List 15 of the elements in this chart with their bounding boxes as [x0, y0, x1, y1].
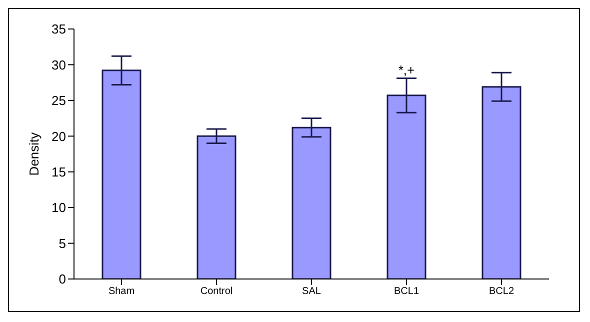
- y-axis-title: Density: [26, 132, 42, 176]
- x-tick-label: SAL: [302, 286, 322, 298]
- y-tick-label: 15: [52, 164, 66, 180]
- y-tick-label: 30: [52, 57, 66, 72]
- y-tick-label: 20: [52, 128, 66, 144]
- x-tick-label: Control: [200, 286, 233, 298]
- x-tick-label: BCL2: [488, 286, 514, 298]
- y-tick-label: 10: [52, 200, 66, 216]
- x-tick-label: Sham: [108, 286, 135, 298]
- annotation: *,+: [398, 62, 415, 78]
- y-tick-label: 25: [52, 93, 66, 108]
- y-tick-label: 0: [58, 272, 66, 287]
- x-tick-label: BCL1: [394, 286, 420, 298]
- y-tick-label: 35: [52, 22, 66, 37]
- y-tick-label: 5: [58, 236, 66, 251]
